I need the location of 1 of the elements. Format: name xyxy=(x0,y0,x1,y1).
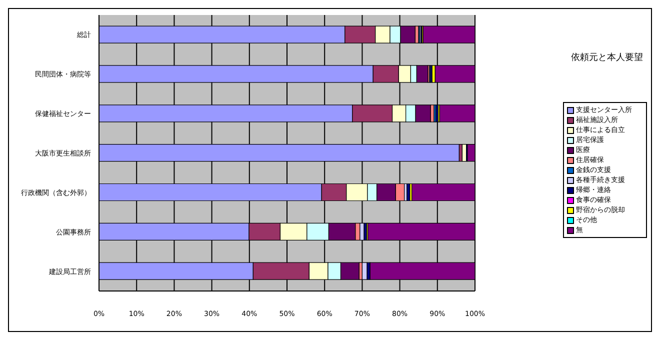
text: 依頼元と本人要望 xyxy=(570,52,644,64)
